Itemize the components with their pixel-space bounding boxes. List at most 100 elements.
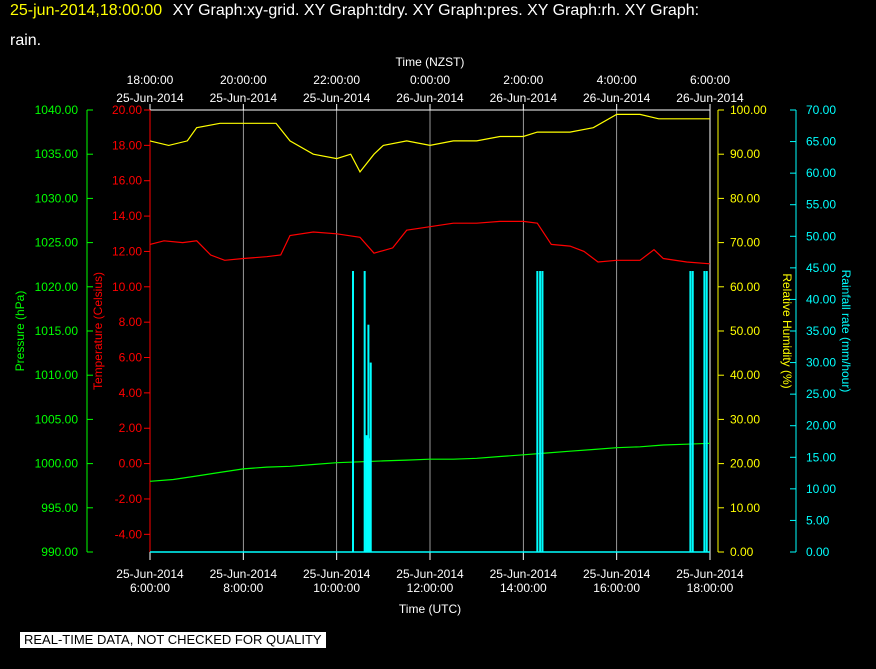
x-tick-label-time-bottom: 18:00:00 xyxy=(687,581,734,595)
humidity-tick-label: 80.00 xyxy=(730,191,760,205)
rain-bar xyxy=(365,435,368,552)
x-tick-label-time-top: 6:00:00 xyxy=(690,73,730,87)
graph-list-continued: rain. xyxy=(10,32,42,49)
pressure-tick-label: 995.00 xyxy=(41,501,78,515)
rainfall-tick-label: 10.00 xyxy=(806,482,836,496)
rainfall-tick-label: 0.00 xyxy=(806,545,830,559)
x-tick-label-date-top: 25-Jun-2014 xyxy=(303,91,371,105)
rain-bar xyxy=(369,362,372,552)
pressure-tick-label: 1030.00 xyxy=(35,191,79,205)
temperature-tick-label: 12.00 xyxy=(112,244,142,258)
temperature-tick-label: 16.00 xyxy=(112,174,142,188)
pressure-tick-label: 1035.00 xyxy=(35,147,79,161)
rain-bar xyxy=(539,271,542,552)
pressure-tick-label: 1015.00 xyxy=(35,324,79,338)
rain-bar xyxy=(691,271,694,552)
rainfall-axis-title: Rainfall rate (mm/hour) xyxy=(839,270,853,393)
rain-bar xyxy=(368,438,371,552)
bottom-axis-title: Time (UTC) xyxy=(399,602,461,616)
temperature-tick-label: 4.00 xyxy=(119,386,143,400)
temperature-tick-label: -4.00 xyxy=(115,527,143,541)
humidity-tick-label: 20.00 xyxy=(730,457,760,471)
humidity-tick-label: 90.00 xyxy=(730,147,760,161)
x-tick-label-date-bottom: 25-Jun-2014 xyxy=(210,567,278,581)
rainfall-tick-label: 30.00 xyxy=(806,356,836,370)
rain-bar xyxy=(367,324,370,552)
rainfall-tick-label: 40.00 xyxy=(806,292,836,306)
humidity-tick-label: 0.00 xyxy=(730,545,754,559)
rain-bar xyxy=(536,271,539,552)
pressure-tick-label: 1010.00 xyxy=(35,368,79,382)
temperature-axis-title: Temperature (Celsius) xyxy=(91,272,105,390)
x-tick-label-time-top: 4:00:00 xyxy=(597,73,637,87)
rain-bar xyxy=(363,271,366,552)
temperature-tick-label: 2.00 xyxy=(119,421,143,435)
pressure-tick-label: 990.00 xyxy=(41,545,78,559)
x-tick-label-time-top: 18:00:00 xyxy=(127,73,174,87)
pressure-tick-label: 1040.00 xyxy=(35,103,79,117)
rainfall-tick-label: 70.00 xyxy=(806,103,836,117)
temperature-tick-label: 20.00 xyxy=(112,103,142,117)
temperature-tick-label: 8.00 xyxy=(119,315,143,329)
rainfall-tick-label: 15.00 xyxy=(806,450,836,464)
x-tick-label-date-bottom: 25-Jun-2014 xyxy=(583,567,651,581)
x-tick-label-time-bottom: 16:00:00 xyxy=(593,581,640,595)
x-tick-label-time-top: 22:00:00 xyxy=(313,73,360,87)
timestamp: 25-jun-2014,18:00:00 xyxy=(10,2,163,19)
x-tick-label-date-top: 26-Jun-2014 xyxy=(583,91,651,105)
rain-bar xyxy=(703,271,706,552)
rainfall-tick-label: 5.00 xyxy=(806,513,830,527)
rainfall-tick-label: 65.00 xyxy=(806,135,836,149)
x-tick-label-time-bottom: 6:00:00 xyxy=(130,581,170,595)
rainfall-tick-label: 20.00 xyxy=(806,419,836,433)
temperature-tick-label: 18.00 xyxy=(112,138,142,152)
humidity-tick-label: 70.00 xyxy=(730,236,760,250)
graph-list: XY Graph:xy-grid. XY Graph:tdry. XY Grap… xyxy=(172,2,700,19)
x-tick-label-date-top: 25-Jun-2014 xyxy=(210,91,278,105)
x-tick-label-time-bottom: 8:00:00 xyxy=(223,581,263,595)
pressure-tick-label: 1025.00 xyxy=(35,236,79,250)
x-tick-label-date-bottom: 25-Jun-2014 xyxy=(116,567,184,581)
humidity-tick-label: 100.00 xyxy=(730,103,767,117)
rainfall-tick-label: 35.00 xyxy=(806,324,836,338)
temperature-tick-label: 10.00 xyxy=(112,280,142,294)
x-tick-label-date-bottom: 25-Jun-2014 xyxy=(676,567,744,581)
series-line-rh xyxy=(149,113,710,173)
temperature-tick-label: -2.00 xyxy=(115,492,143,506)
rainfall-tick-label: 25.00 xyxy=(806,387,836,401)
humidity-tick-label: 40.00 xyxy=(730,368,760,382)
rainfall-tick-label: 60.00 xyxy=(806,166,836,180)
x-tick-label-date-top: 26-Jun-2014 xyxy=(396,91,464,105)
top-axis-title: Time (NZST) xyxy=(396,55,465,69)
x-tick-label-time-top: 20:00:00 xyxy=(220,73,267,87)
humidity-tick-label: 60.00 xyxy=(730,280,760,294)
x-tick-label-date-bottom: 25-Jun-2014 xyxy=(490,567,558,581)
rain-bar xyxy=(541,271,544,552)
rain-bar xyxy=(689,271,692,552)
series-line-pres xyxy=(149,442,711,482)
x-tick-label-time-bottom: 12:00:00 xyxy=(407,581,454,595)
x-tick-label-time-top: 0:00:00 xyxy=(410,73,450,87)
humidity-tick-label: 50.00 xyxy=(730,324,760,338)
x-tick-label-time-bottom: 10:00:00 xyxy=(313,581,360,595)
quality-disclaimer: REAL-TIME DATA, NOT CHECKED FOR QUALITY xyxy=(20,632,326,648)
pressure-axis-title: Pressure (hPa) xyxy=(13,291,27,372)
x-tick-label-date-top: 26-Jun-2014 xyxy=(676,91,744,105)
pressure-tick-label: 1000.00 xyxy=(35,457,79,471)
humidity-tick-label: 10.00 xyxy=(730,501,760,515)
humidity-axis-title: Relative Humidity (%) xyxy=(780,273,794,388)
rainfall-tick-label: 55.00 xyxy=(806,198,836,212)
rainfall-tick-label: 45.00 xyxy=(806,261,836,275)
x-tick-label-date-bottom: 25-Jun-2014 xyxy=(303,567,371,581)
pressure-tick-label: 1005.00 xyxy=(35,412,79,426)
humidity-tick-label: 30.00 xyxy=(730,412,760,426)
title-line-1: 25-jun-2014,18:00:00 XY Graph:xy-grid. X… xyxy=(10,2,699,20)
rain-bar xyxy=(705,271,708,552)
pressure-tick-label: 1020.00 xyxy=(35,280,79,294)
series-line-tdry xyxy=(149,220,711,265)
rainfall-tick-label: 50.00 xyxy=(806,229,836,243)
x-tick-label-time-top: 2:00:00 xyxy=(503,73,543,87)
x-tick-label-date-top: 26-Jun-2014 xyxy=(490,91,558,105)
temperature-tick-label: 14.00 xyxy=(112,209,142,223)
